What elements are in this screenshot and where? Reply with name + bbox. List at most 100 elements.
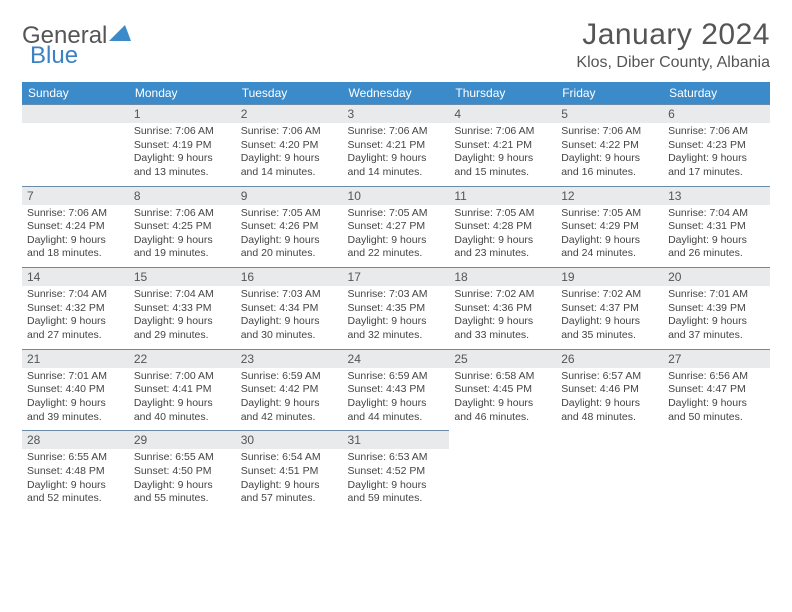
day-detail-line: Daylight: 9 hours: [241, 479, 338, 493]
day-number: 9: [236, 186, 343, 205]
day-detail-line: and 19 minutes.: [134, 247, 231, 261]
day-number: 30: [236, 430, 343, 449]
day-detail-line: Daylight: 9 hours: [348, 397, 445, 411]
calendar-cell: [663, 430, 770, 512]
day-number: 24: [343, 349, 450, 368]
day-detail-line: and 55 minutes.: [134, 492, 231, 506]
day-detail-line: Sunrise: 7:05 AM: [561, 207, 658, 221]
day-detail-line: Sunset: 4:46 PM: [561, 383, 658, 397]
day-detail-line: Daylight: 9 hours: [27, 397, 124, 411]
calendar-cell: 3Sunrise: 7:06 AMSunset: 4:21 PMDaylight…: [343, 104, 450, 186]
day-detail-line: Sunrise: 6:53 AM: [348, 451, 445, 465]
day-detail-line: Sunrise: 7:01 AM: [668, 288, 765, 302]
day-detail-line: Sunrise: 6:54 AM: [241, 451, 338, 465]
day-number: 31: [343, 430, 450, 449]
day-detail-line: Sunset: 4:40 PM: [27, 383, 124, 397]
day-detail-line: and 42 minutes.: [241, 411, 338, 425]
day-detail-line: Sunrise: 6:55 AM: [134, 451, 231, 465]
day-detail-line: Daylight: 9 hours: [241, 152, 338, 166]
day-detail-line: and 30 minutes.: [241, 329, 338, 343]
day-detail-line: and 33 minutes.: [454, 329, 551, 343]
calendar-cell: 11Sunrise: 7:05 AMSunset: 4:28 PMDayligh…: [449, 186, 556, 268]
day-details: Sunrise: 7:06 AMSunset: 4:25 PMDaylight:…: [129, 205, 236, 268]
day-detail-line: and 35 minutes.: [561, 329, 658, 343]
day-detail-line: Daylight: 9 hours: [668, 152, 765, 166]
calendar-cell: 8Sunrise: 7:06 AMSunset: 4:25 PMDaylight…: [129, 186, 236, 268]
day-detail-line: Sunset: 4:21 PM: [454, 139, 551, 153]
day-detail-line: and 29 minutes.: [134, 329, 231, 343]
day-detail-line: Daylight: 9 hours: [561, 152, 658, 166]
day-details: Sunrise: 7:03 AMSunset: 4:35 PMDaylight:…: [343, 286, 450, 349]
day-details: Sunrise: 6:53 AMSunset: 4:52 PMDaylight:…: [343, 449, 450, 512]
calendar-cell: 2Sunrise: 7:06 AMSunset: 4:20 PMDaylight…: [236, 104, 343, 186]
weekday-header-row: Sunday Monday Tuesday Wednesday Thursday…: [22, 82, 770, 104]
day-detail-line: Sunrise: 7:06 AM: [668, 125, 765, 139]
day-detail-line: and 37 minutes.: [668, 329, 765, 343]
day-detail-line: Daylight: 9 hours: [27, 234, 124, 248]
day-detail-line: Daylight: 9 hours: [134, 234, 231, 248]
weekday-header: Monday: [129, 82, 236, 104]
day-detail-line: Sunrise: 7:02 AM: [454, 288, 551, 302]
day-detail-line: Sunset: 4:52 PM: [348, 465, 445, 479]
day-details: Sunrise: 7:01 AMSunset: 4:39 PMDaylight:…: [663, 286, 770, 349]
day-detail-line: Sunset: 4:26 PM: [241, 220, 338, 234]
day-number: 22: [129, 349, 236, 368]
day-detail-line: Daylight: 9 hours: [454, 315, 551, 329]
day-detail-line: Daylight: 9 hours: [27, 315, 124, 329]
day-number: 25: [449, 349, 556, 368]
day-detail-line: and 44 minutes.: [348, 411, 445, 425]
day-number: 19: [556, 267, 663, 286]
day-detail-line: Sunrise: 7:01 AM: [27, 370, 124, 384]
logo-triangle-icon: [109, 25, 131, 41]
calendar-row: 7Sunrise: 7:06 AMSunset: 4:24 PMDaylight…: [22, 186, 770, 268]
day-details: Sunrise: 6:58 AMSunset: 4:45 PMDaylight:…: [449, 368, 556, 431]
day-details: Sunrise: 6:59 AMSunset: 4:43 PMDaylight:…: [343, 368, 450, 431]
weekday-header: Thursday: [449, 82, 556, 104]
day-detail-line: Daylight: 9 hours: [348, 152, 445, 166]
day-details: Sunrise: 7:04 AMSunset: 4:32 PMDaylight:…: [22, 286, 129, 349]
day-detail-line: Daylight: 9 hours: [134, 479, 231, 493]
calendar-row: 28Sunrise: 6:55 AMSunset: 4:48 PMDayligh…: [22, 430, 770, 512]
day-detail-line: Sunset: 4:32 PM: [27, 302, 124, 316]
day-detail-line: Sunrise: 6:57 AM: [561, 370, 658, 384]
day-detail-line: Sunrise: 7:00 AM: [134, 370, 231, 384]
day-detail-line: Daylight: 9 hours: [561, 315, 658, 329]
location: Klos, Diber County, Albania: [576, 54, 770, 72]
day-detail-line: Sunrise: 7:03 AM: [241, 288, 338, 302]
day-detail-line: and 27 minutes.: [27, 329, 124, 343]
day-detail-line: Sunrise: 7:04 AM: [668, 207, 765, 221]
day-detail-line: Daylight: 9 hours: [454, 397, 551, 411]
day-number: 14: [22, 267, 129, 286]
day-details: Sunrise: 6:56 AMSunset: 4:47 PMDaylight:…: [663, 368, 770, 431]
day-detail-line: and 23 minutes.: [454, 247, 551, 261]
day-detail-line: and 14 minutes.: [241, 166, 338, 180]
day-detail-line: Sunrise: 7:05 AM: [348, 207, 445, 221]
empty-day: [22, 104, 129, 123]
day-details: Sunrise: 7:06 AMSunset: 4:20 PMDaylight:…: [236, 123, 343, 186]
day-detail-line: Sunset: 4:28 PM: [454, 220, 551, 234]
day-number: 6: [663, 104, 770, 123]
header: General January 2024 Klos, Diber County,…: [22, 18, 770, 72]
day-number: 13: [663, 186, 770, 205]
calendar-cell: 18Sunrise: 7:02 AMSunset: 4:36 PMDayligh…: [449, 267, 556, 349]
day-detail-line: Sunset: 4:43 PM: [348, 383, 445, 397]
day-detail-line: Daylight: 9 hours: [668, 234, 765, 248]
day-detail-line: Sunset: 4:39 PM: [668, 302, 765, 316]
day-detail-line: Sunset: 4:50 PM: [134, 465, 231, 479]
weekday-header: Friday: [556, 82, 663, 104]
day-detail-line: Sunrise: 6:58 AM: [454, 370, 551, 384]
day-detail-line: and 22 minutes.: [348, 247, 445, 261]
day-number: 28: [22, 430, 129, 449]
calendar-cell: [449, 430, 556, 512]
day-detail-line: Daylight: 9 hours: [561, 234, 658, 248]
day-detail-line: Daylight: 9 hours: [348, 234, 445, 248]
day-number: 1: [129, 104, 236, 123]
weekday-header: Sunday: [22, 82, 129, 104]
day-detail-line: Sunrise: 7:06 AM: [454, 125, 551, 139]
calendar-cell: 13Sunrise: 7:04 AMSunset: 4:31 PMDayligh…: [663, 186, 770, 268]
day-number: 2: [236, 104, 343, 123]
day-detail-line: Sunset: 4:29 PM: [561, 220, 658, 234]
day-detail-line: and 13 minutes.: [134, 166, 231, 180]
day-number: 4: [449, 104, 556, 123]
day-detail-line: Sunset: 4:33 PM: [134, 302, 231, 316]
